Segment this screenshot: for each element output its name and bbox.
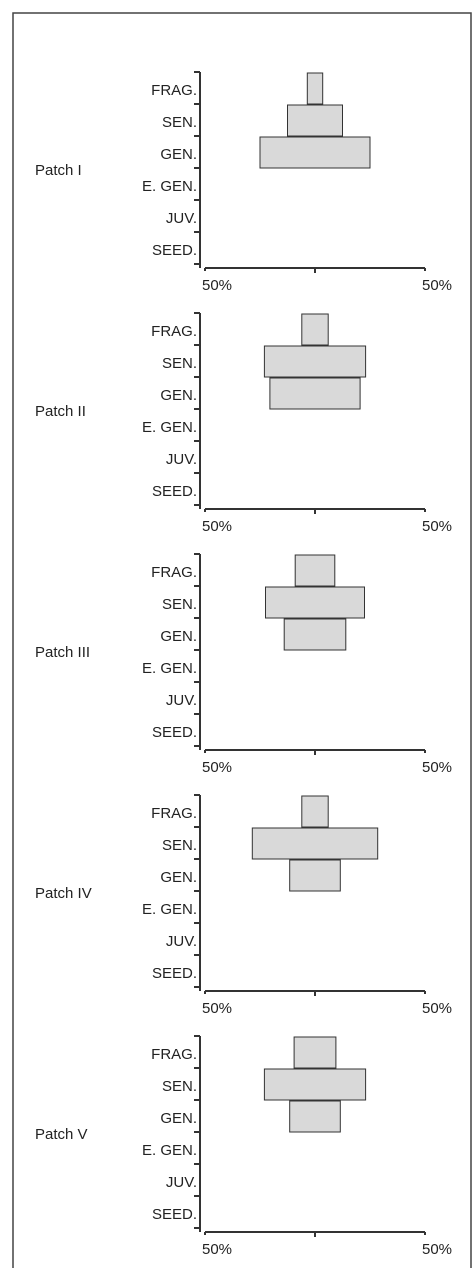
bar [251,827,379,860]
x-tick-label: 50% [422,1000,452,1017]
bar [287,104,343,137]
category-label: SEN. [162,837,197,854]
category-label: SEN. [162,1078,197,1095]
category-label: E. GEN. [142,901,197,918]
x-tick-label: 50% [202,759,232,776]
category-label: FRAG. [151,323,197,340]
x-tick-label: 50% [202,1241,232,1258]
panel-label: Patch V [35,1126,88,1143]
x-tick-label: 50% [202,1000,232,1017]
bar [269,377,361,410]
category-label: FRAG. [151,564,197,581]
bar [301,795,329,828]
x-tick-label: 50% [202,518,232,535]
category-label: JUV. [166,933,197,950]
panel-label: Patch IV [35,885,92,902]
category-label: SEED. [152,483,197,500]
category-label: GEN. [160,387,197,404]
x-tick-label: 50% [422,518,452,535]
x-tick-label: 50% [422,759,452,776]
category-label: SEED. [152,1206,197,1223]
bar [259,136,371,169]
category-label: SEN. [162,114,197,131]
category-label: SEED. [152,242,197,259]
x-tick-label: 50% [422,1241,452,1258]
category-label: E. GEN. [142,419,197,436]
panel-label: Patch III [35,644,90,661]
bar [301,313,329,346]
panel-label: Patch I [35,162,82,179]
category-label: SEN. [162,596,197,613]
category-label: FRAG. [151,805,197,822]
x-tick-label: 50% [202,277,232,294]
category-label: E. GEN. [142,660,197,677]
category-label: JUV. [166,1174,197,1191]
category-label: JUV. [166,210,197,227]
category-label: SEED. [152,724,197,741]
bar [263,1068,367,1101]
category-label: FRAG. [151,1046,197,1063]
bar [306,72,324,105]
category-label: E. GEN. [142,178,197,195]
bar [289,1100,341,1133]
category-label: GEN. [160,146,197,163]
category-label: JUV. [166,451,197,468]
bar [293,1036,337,1069]
bar [294,554,336,587]
frame [12,12,472,1268]
bar [283,618,347,651]
category-label: E. GEN. [142,1142,197,1159]
category-label: SEED. [152,965,197,982]
category-label: GEN. [160,1110,197,1127]
category-label: GEN. [160,869,197,886]
category-label: FRAG. [151,82,197,99]
x-tick-label: 50% [422,277,452,294]
category-label: JUV. [166,692,197,709]
bar [263,345,367,378]
category-label: GEN. [160,628,197,645]
bar [265,586,365,619]
bar [289,859,341,892]
panel-label: Patch II [35,403,86,420]
category-label: SEN. [162,355,197,372]
